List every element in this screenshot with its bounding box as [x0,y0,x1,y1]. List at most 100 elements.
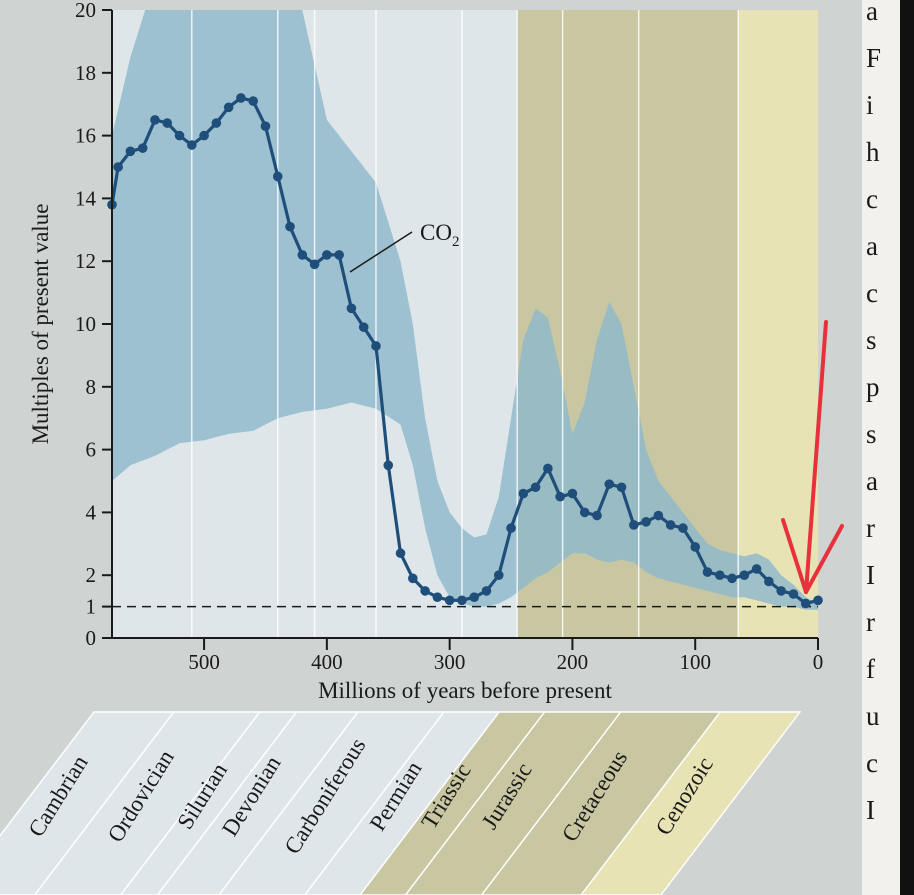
co2-point [788,589,799,599]
co2-point [346,303,357,314]
co2-series [107,93,823,609]
co2-point [358,322,369,332]
co2-point [653,510,664,521]
co2-point [383,460,394,471]
side-letter: f [866,654,875,684]
co2-point [187,140,197,150]
side-letter: i [866,90,874,120]
co2-point [272,171,283,182]
co2-point [174,130,185,141]
y-tick-label: 1 [86,595,97,619]
period-strip-triassic [359,711,547,895]
co2-point [322,250,332,260]
co2-point [641,517,651,527]
side-letter: a [866,466,878,496]
co2-point [764,576,774,587]
period-strip-permian [303,711,501,895]
x-tick-label: 0 [813,650,824,674]
y-tick-label: 14 [75,186,97,210]
co2-point [334,250,344,260]
co2-label-leader [349,231,413,273]
co2-point [678,523,688,533]
co2-point [543,463,553,474]
x-tick-label: 200 [557,650,589,674]
y-tick-label: 16 [75,124,96,148]
co2-point [579,507,590,518]
side-letter: p [866,372,880,402]
co2-point [776,586,786,596]
co2-point [629,520,639,530]
co2-point [469,592,480,602]
y-tick-label: 10 [75,312,96,336]
co2-point [371,341,381,351]
period-label-strips: Cambrian OrdovicianSilurianDevonianCarbon… [0,711,802,895]
side-letter: h [866,137,880,167]
co2-point [616,482,627,493]
co2-point [604,479,615,489]
co2-point [457,595,467,606]
co2-point [309,259,320,270]
co2-point [518,488,529,499]
co2-point [800,598,811,609]
co2-point [714,570,725,580]
side-letter: r [866,607,875,637]
co2-point [420,586,430,596]
uncertainty-band [112,10,818,610]
x-tick-label: 500 [188,650,220,674]
co2-point [285,221,295,232]
side-letter: c [866,278,878,308]
side-letter: u [866,701,880,731]
co2-point [702,567,713,577]
period-strip-silurian [119,711,299,895]
co2-point [236,93,246,103]
side-letter: c [866,748,878,778]
co2-point [592,510,602,521]
co2-point [162,118,173,128]
co2-point [481,586,492,596]
co2-point [665,520,676,530]
side-letter: I [866,795,875,825]
x-axis-title: Millions of years before present [318,678,612,703]
uncertainty-band-group [112,10,818,610]
co2-point [408,573,418,584]
y-tick-label: 18 [75,61,96,85]
y-tick-label: 12 [75,249,96,273]
period-strip-cambrian [0,711,176,895]
co2-point [211,118,222,128]
co2-point [395,548,406,559]
y-tick-label: 20 [75,0,96,22]
co2-series-label: CO2 [420,220,459,250]
y-tick-label: 6 [86,438,97,462]
co2-point [248,96,258,106]
side-letter: c [866,184,878,214]
side-letter: I [866,560,875,590]
co2-point [690,542,701,552]
co2-point [506,523,516,533]
page-edge [900,0,914,895]
red-arrow-annotation [781,320,844,594]
co2-point [150,115,160,125]
co2-point [493,570,504,580]
co2-point [113,162,123,172]
co2-point [297,250,308,260]
period-strip-ordovician [33,711,262,895]
co2-point [567,488,578,499]
period-strip-devonian [156,711,360,895]
co2-point [444,595,455,606]
co2-point [813,595,823,606]
co2-point [137,143,148,153]
side-letter: a [866,231,878,261]
side-letter: s [866,325,877,355]
co2-point [555,491,565,502]
co2-point [199,130,209,141]
co2-point [739,570,750,580]
x-tick-label: 100 [679,650,711,674]
arrow-shaft [804,320,828,594]
co2-point [260,121,271,131]
y-tick-label: 4 [86,500,97,524]
co2-point [727,573,737,584]
period-strip-carboniferous [218,711,446,895]
arrow-head-left [781,518,808,594]
